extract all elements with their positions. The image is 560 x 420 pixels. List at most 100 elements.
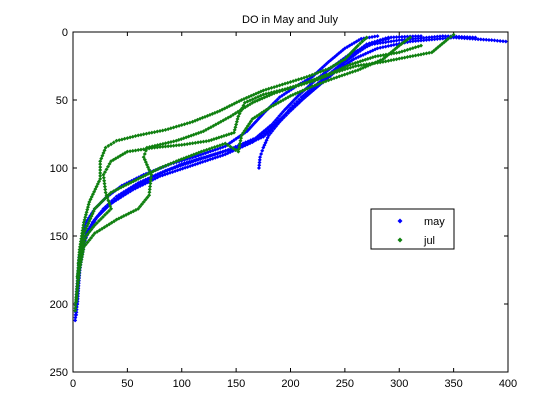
data-point-may xyxy=(443,34,448,39)
data-point-jul xyxy=(446,36,451,41)
data-point-may xyxy=(372,40,377,45)
data-point-jul xyxy=(413,53,418,58)
data-point-may xyxy=(383,37,388,42)
data-point-jul xyxy=(75,286,80,291)
data-point-jul xyxy=(141,132,146,137)
data-point-jul xyxy=(98,168,103,173)
data-point-jul xyxy=(356,63,361,68)
data-point-jul xyxy=(124,212,129,217)
data-point-may xyxy=(74,312,79,317)
data-point-jul xyxy=(147,190,152,195)
data-point-may xyxy=(380,45,385,50)
data-point-may xyxy=(275,122,280,127)
data-point-jul xyxy=(128,149,133,154)
data-point-may xyxy=(391,35,396,40)
data-point-may xyxy=(465,36,470,41)
data-point-jul xyxy=(141,155,146,160)
data-point-jul xyxy=(225,143,230,148)
data-point-may xyxy=(397,34,402,39)
data-point-jul xyxy=(98,200,103,205)
data-point-jul xyxy=(193,140,198,145)
data-point-jul xyxy=(448,34,453,39)
data-point-jul xyxy=(133,148,138,153)
data-point-jul xyxy=(102,170,107,175)
data-point-jul xyxy=(98,162,103,167)
data-point-may xyxy=(270,128,275,133)
data-point-jul xyxy=(152,145,157,150)
data-point-jul xyxy=(74,296,79,301)
data-point-jul xyxy=(144,131,149,136)
data-point-jul xyxy=(362,37,367,42)
data-point-may xyxy=(397,38,402,43)
data-point-jul xyxy=(269,90,274,95)
data-point-may xyxy=(340,61,345,66)
data-point-jul xyxy=(201,139,206,144)
data-point-jul xyxy=(145,195,150,200)
data-point-may xyxy=(454,35,459,40)
data-point-jul xyxy=(73,303,78,308)
data-point-may xyxy=(429,35,434,40)
legend-marker-may xyxy=(397,218,403,224)
data-point-jul xyxy=(236,146,241,151)
data-point-may xyxy=(476,37,481,42)
data-point-jul xyxy=(239,136,244,141)
data-point-jul xyxy=(147,146,152,151)
data-point-may xyxy=(258,155,263,160)
x-tick-label: 250 xyxy=(336,378,354,390)
x-tick-label: 200 xyxy=(281,378,299,390)
data-point-jul xyxy=(106,164,111,169)
data-point-may xyxy=(378,41,383,46)
data-point-jul xyxy=(365,63,370,68)
data-point-jul xyxy=(163,141,168,146)
data-point-jul xyxy=(380,59,385,64)
data-point-jul xyxy=(364,35,369,40)
data-point-may xyxy=(284,113,289,118)
data-point-jul xyxy=(264,91,269,96)
data-point-jul xyxy=(92,206,97,211)
data-point-may xyxy=(424,35,429,40)
data-point-jul xyxy=(408,35,413,40)
data-point-jul xyxy=(166,140,171,145)
data-point-may xyxy=(495,38,500,43)
data-point-may xyxy=(288,108,293,113)
x-tick-label: 0 xyxy=(70,378,76,390)
data-point-jul xyxy=(360,39,365,44)
data-point-jul xyxy=(427,50,432,55)
data-point-jul xyxy=(185,142,190,147)
data-point-jul xyxy=(74,294,79,299)
data-point-jul xyxy=(419,52,423,57)
data-point-jul xyxy=(76,258,81,263)
data-point-may xyxy=(279,111,284,116)
data-point-may xyxy=(372,34,377,39)
data-point-jul xyxy=(75,272,80,277)
data-point-may xyxy=(273,99,278,104)
data-point-jul xyxy=(114,138,119,143)
data-point-may xyxy=(432,34,437,39)
data-point-may xyxy=(478,37,483,42)
data-point-jul xyxy=(261,92,266,97)
data-point-may xyxy=(503,39,508,44)
data-point-jul xyxy=(383,59,388,64)
data-point-jul xyxy=(233,148,238,153)
data-point-jul xyxy=(421,51,426,56)
data-point-jul xyxy=(78,247,83,252)
data-point-may xyxy=(257,135,262,140)
data-point-may xyxy=(389,43,394,48)
data-point-jul xyxy=(103,187,108,192)
data-point-jul xyxy=(130,148,135,153)
data-point-jul xyxy=(353,64,358,68)
data-point-jul xyxy=(158,145,162,150)
data-point-jul xyxy=(76,261,81,266)
data-point-may xyxy=(383,40,388,45)
data-point-may xyxy=(419,34,423,39)
data-point-may xyxy=(259,133,264,138)
data-point-may xyxy=(410,39,415,44)
data-point-jul xyxy=(238,138,243,143)
data-point-jul xyxy=(122,136,127,141)
x-tick-label: 350 xyxy=(444,378,462,390)
data-point-jul xyxy=(141,147,146,152)
data-point-jul xyxy=(125,149,130,154)
data-point-jul xyxy=(147,193,152,198)
data-point-may xyxy=(124,188,129,193)
legend-label-may: may xyxy=(424,216,445,228)
